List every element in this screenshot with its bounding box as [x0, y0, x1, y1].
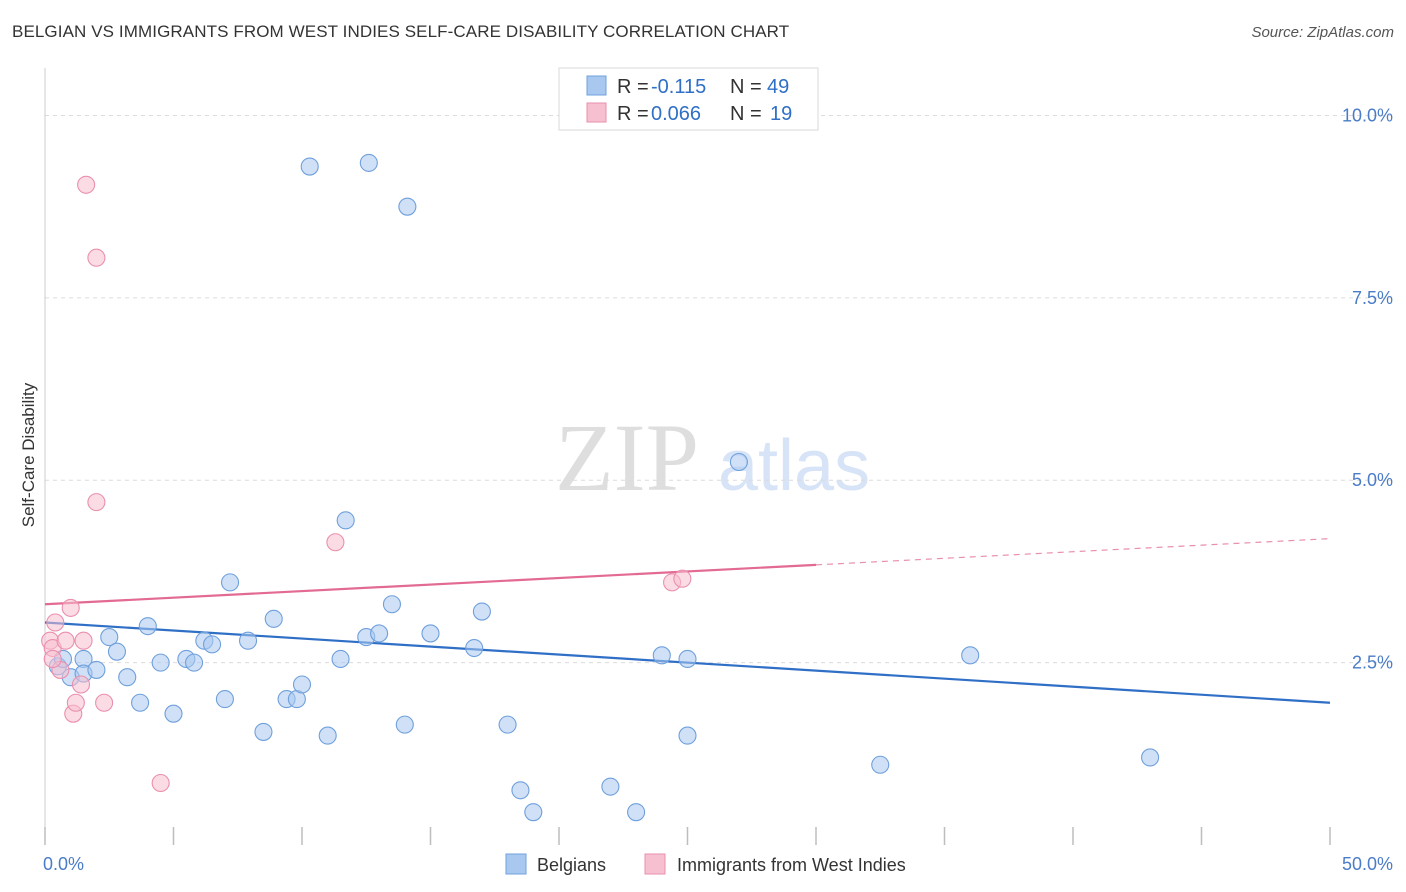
- belgians-point: [151, 653, 170, 672]
- belgians-point: [264, 609, 283, 628]
- bottom-legend-swatch-belgians: [505, 853, 527, 875]
- axes: [44, 68, 1331, 845]
- legend-swatch-west-indies: [586, 102, 607, 123]
- belgians-point: [511, 781, 530, 800]
- y-tick-label: 5.0%: [1352, 470, 1393, 490]
- legend-r-label-2: R =: [617, 103, 649, 125]
- x-tick-label: 50.0%: [1342, 854, 1393, 874]
- belgians-point: [118, 668, 137, 687]
- trend-lines: [44, 538, 1331, 704]
- y-axis-title: Self-Care Disability: [19, 382, 38, 527]
- belgians-point: [292, 675, 312, 694]
- bottom-legend-swatch-west-indies: [644, 853, 666, 875]
- belgians-point: [318, 726, 337, 745]
- west-indies-point: [56, 631, 75, 650]
- chart-title: BELGIAN VS IMMIGRANTS FROM WEST INDIES S…: [12, 22, 790, 41]
- belgians-point: [359, 153, 378, 172]
- belgians-point: [238, 631, 258, 650]
- belgians-point: [678, 726, 697, 745]
- belgians-point: [382, 595, 402, 614]
- belgians-point: [871, 755, 890, 774]
- legend-swatch-belgians: [586, 75, 607, 96]
- belgians-point: [131, 693, 150, 712]
- bottom-legend-label-belgians: Belgians: [537, 855, 606, 875]
- belgians-point: [678, 649, 697, 669]
- source-note: Source: ZipAtlas.com: [1251, 24, 1394, 41]
- belgians-point: [1141, 748, 1160, 767]
- watermark-zip: ZIP: [555, 404, 699, 511]
- west-indies-point: [43, 649, 62, 669]
- bottom-legend-label-west-indies: Immigrants from West Indies: [677, 855, 906, 875]
- west-indies-point: [77, 175, 96, 194]
- belgians-point: [729, 452, 748, 472]
- x-tick-label: 0.0%: [43, 854, 84, 874]
- legend-r-label-1: R =: [617, 76, 649, 98]
- legend-r-value-1: -0.115: [651, 76, 706, 98]
- data-points: [41, 153, 1160, 822]
- belgians-point: [498, 715, 517, 734]
- west-indies-point: [95, 693, 114, 712]
- west-indies-point: [61, 598, 80, 617]
- belgians-point: [465, 638, 484, 658]
- belgians-point: [203, 635, 222, 654]
- y-tick-label: 7.5%: [1352, 288, 1393, 308]
- belgians-point: [961, 646, 980, 665]
- belgians-point: [370, 624, 389, 643]
- belgians-point: [100, 628, 119, 647]
- belgians-point: [300, 157, 319, 176]
- stats-legend: R = -0.115 N = 49 R = 0.066 N = 19: [558, 67, 819, 131]
- belgians-point: [215, 690, 234, 709]
- west-indies-point: [326, 533, 345, 552]
- belgians-point: [472, 602, 491, 621]
- belgians-point: [138, 617, 157, 636]
- legend-r-value-2: 0.066: [651, 103, 701, 125]
- belgians-point: [524, 803, 543, 822]
- west-indies-point: [87, 248, 106, 267]
- west-indies-point: [87, 493, 106, 512]
- west-indies-point: [151, 773, 170, 793]
- y-tick-label: 10.0%: [1342, 105, 1393, 125]
- series-legend: Belgians Immigrants from West Indies: [505, 853, 906, 875]
- belgians-point: [652, 646, 671, 665]
- belgians-point: [220, 573, 240, 592]
- belgians-point: [254, 722, 273, 741]
- trend-line-solid: [44, 563, 817, 606]
- belgians-point: [87, 660, 106, 679]
- west-indies-point: [66, 693, 85, 712]
- trend-line-dashed: [815, 538, 1331, 566]
- belgians-point: [164, 704, 183, 723]
- legend-n-label-1: N =: [730, 76, 762, 98]
- legend-n-label-2: N =: [730, 103, 762, 125]
- tick-labels: 2.5% 5.0% 7.5% 10.0% 0.0% 50.0%: [43, 105, 1393, 874]
- west-indies-point: [71, 675, 91, 694]
- belgians-point: [601, 777, 620, 796]
- west-indies-point: [673, 569, 692, 588]
- west-indies-point: [74, 631, 93, 650]
- grid-lines: [45, 114, 1392, 664]
- legend-n-value-2: 19: [770, 103, 792, 125]
- belgians-point: [627, 803, 646, 822]
- west-indies-point: [46, 613, 65, 632]
- belgians-point: [185, 653, 204, 672]
- belgians-point: [336, 511, 355, 530]
- belgians-point: [107, 642, 127, 661]
- legend-n-value-1: 49: [767, 76, 789, 98]
- belgians-point: [395, 715, 414, 734]
- belgians-point: [398, 197, 417, 216]
- belgians-point: [331, 649, 350, 669]
- belgians-point: [421, 624, 440, 643]
- y-tick-label: 2.5%: [1352, 653, 1393, 673]
